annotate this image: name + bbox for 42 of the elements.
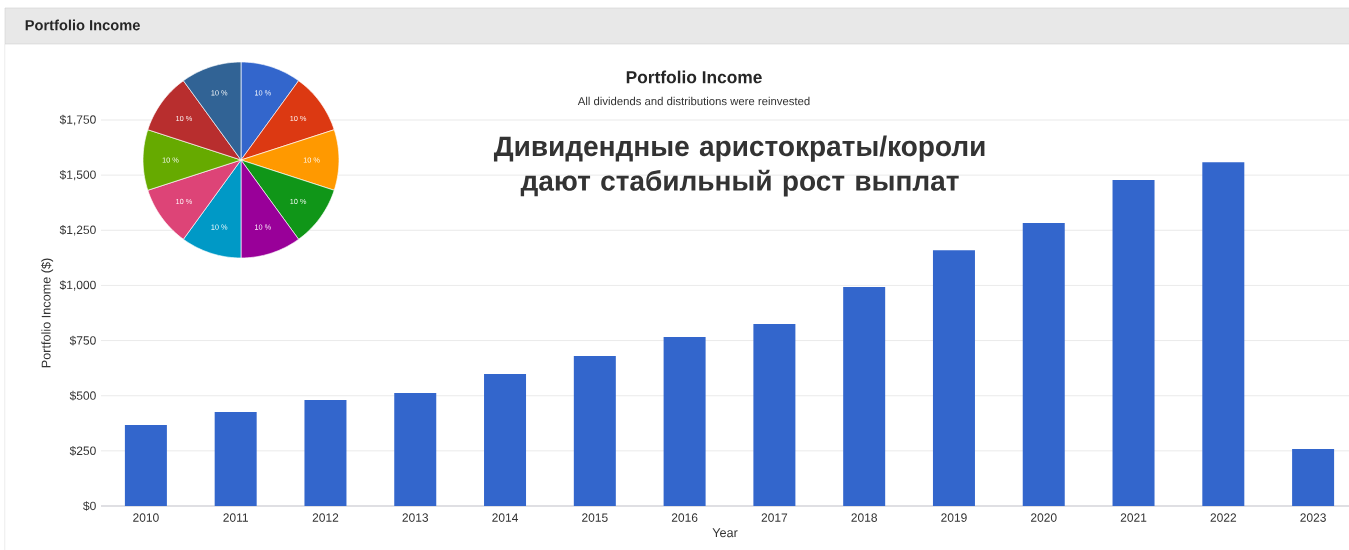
x-tick-label: 2014: [492, 513, 519, 522]
bar: [484, 374, 527, 506]
y-tick-label: $500: [69, 390, 96, 401]
bar: [573, 356, 616, 506]
x-tick-label: 2020: [1031, 513, 1057, 522]
x-tick-label: 2022: [1210, 513, 1237, 522]
chart-subtitle: All dividends and distributions were reinvested: [577, 96, 810, 106]
x-axis-title: Year: [712, 528, 738, 538]
bar: [663, 337, 706, 506]
x-tick-label: 2016: [671, 513, 698, 522]
x-tick-label: 2011: [223, 513, 248, 522]
y-tick-label: $750: [69, 335, 96, 346]
annotation: Дивидендные аристократы/короли дают стабильный рост выплат: [493, 135, 985, 197]
x-tick-label: 2023: [1300, 513, 1326, 522]
x-tick-label: 2013: [402, 513, 429, 522]
y-tick-label: $1,000: [59, 280, 96, 291]
bar: [1022, 223, 1065, 506]
bar: [843, 286, 886, 506]
bar: [1112, 179, 1155, 506]
bar: [304, 400, 347, 506]
bar: [124, 425, 167, 506]
y-tick-label: $1,250: [59, 225, 96, 236]
x-tick-label: 2017: [761, 513, 788, 522]
text: Portfolio Income: [25, 19, 140, 31]
chart-title: Portfolio Income: [626, 70, 762, 84]
bar: [753, 324, 796, 506]
x-tick-label: 2012: [312, 513, 339, 522]
bar: [1202, 162, 1245, 506]
x-tick-label: 2018: [851, 513, 877, 522]
x-tick-label: 2015: [582, 513, 608, 522]
x-tick-label: 2019: [941, 513, 967, 522]
bar: [1292, 449, 1335, 506]
y-tick-label: $0: [83, 501, 96, 511]
y-tick-label: $1,750: [59, 114, 96, 126]
x-tick-label: 2021: [1120, 513, 1147, 522]
bar: [214, 412, 257, 506]
x-tick-label: 2010: [133, 513, 159, 522]
bar: [394, 393, 437, 506]
y-axis-title: Portfolio Income ($): [41, 258, 54, 368]
y-tick-label: $250: [69, 445, 96, 456]
bar: [932, 250, 975, 506]
y-tick-label: $1,500: [59, 169, 96, 181]
